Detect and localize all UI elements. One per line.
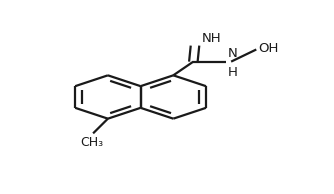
- Text: H: H: [227, 66, 237, 79]
- Text: CH₃: CH₃: [80, 136, 103, 149]
- Text: NH: NH: [202, 32, 221, 45]
- Text: OH: OH: [258, 42, 278, 55]
- Text: N: N: [227, 47, 237, 60]
